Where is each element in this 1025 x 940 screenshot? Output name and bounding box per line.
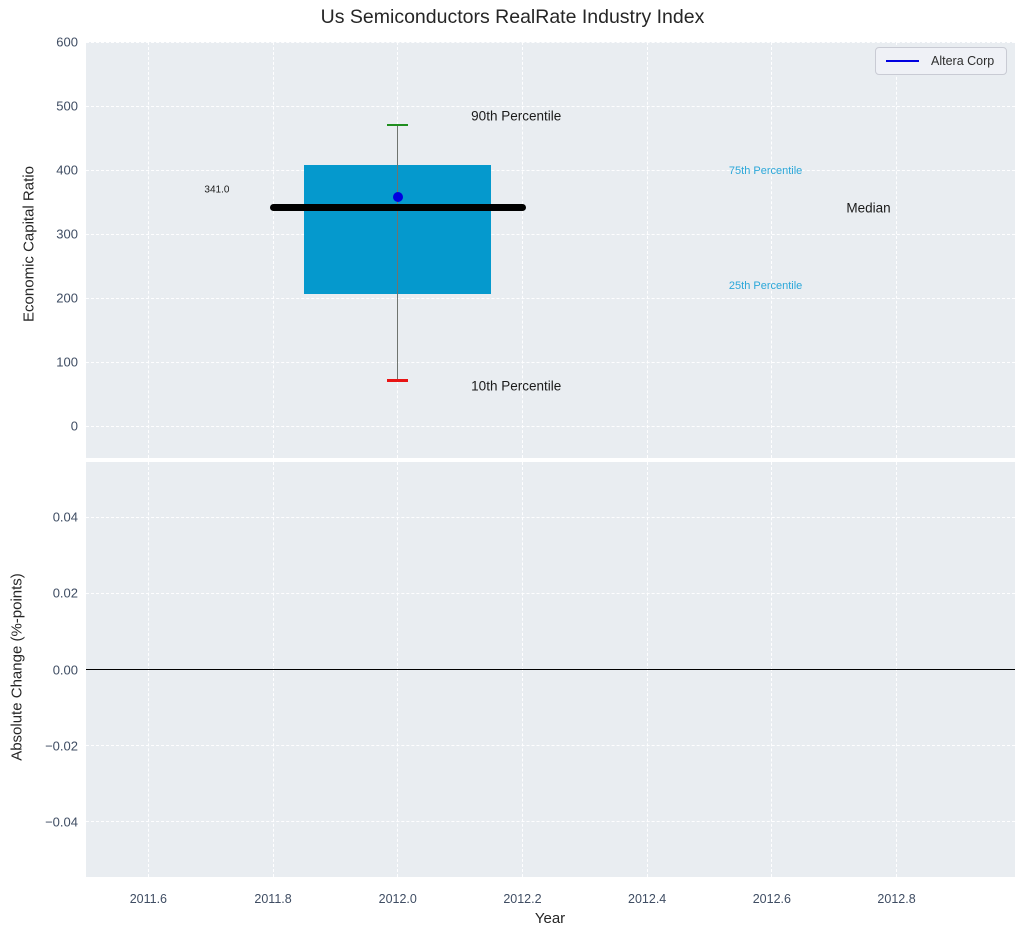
p10-cap	[387, 379, 409, 382]
x-axis-label: Year	[534, 910, 566, 927]
company-point	[392, 191, 403, 202]
median-line	[269, 204, 526, 212]
y-tick-label: −0.02	[45, 738, 78, 754]
y-tick-label: 0.04	[52, 509, 78, 525]
x-tick-label: 2011.8	[254, 892, 292, 906]
p90-cap	[387, 123, 409, 127]
annotation-25th-percentile: 25th Percentile	[728, 280, 803, 293]
gridline-v	[646, 42, 648, 458]
gridline-h	[86, 233, 1015, 235]
gridline-h	[86, 745, 1015, 747]
gridline-h	[86, 105, 1015, 107]
annotation-90th-percentile: 90th Percentile	[471, 108, 562, 124]
legend: Altera Corp	[875, 47, 1007, 75]
y-tick-label: 0	[70, 418, 78, 434]
whisker-line	[397, 125, 399, 381]
legend-label: Altera Corp	[931, 54, 995, 68]
top-plot-area	[86, 42, 1015, 458]
y-tick-label: 200	[56, 290, 78, 306]
gridline-h	[86, 821, 1015, 823]
y-tick-label: 0.02	[52, 585, 78, 601]
y-tick-label: 300	[56, 226, 78, 242]
x-tick-label: 2012.0	[378, 892, 417, 906]
gridline-h	[86, 169, 1015, 171]
y-tick-label: 500	[56, 98, 78, 114]
annotation-75th-percentile: 75th Percentile	[728, 164, 803, 177]
gridline-h	[86, 516, 1015, 518]
gridline-h	[86, 425, 1015, 427]
gridline-h	[86, 592, 1015, 594]
y-tick-label: 400	[56, 162, 78, 178]
y-tick-label: 100	[56, 354, 78, 370]
annotation-341-0: 341.0	[204, 184, 230, 196]
gridline-h	[86, 297, 1015, 299]
annotation-10th-percentile: 10th Percentile	[471, 378, 562, 394]
chart-title: Us Semiconductors RealRate Industry Inde…	[320, 6, 705, 28]
gridline-v	[272, 42, 274, 458]
bottom-y-axis-label: Absolute Change (%-points)	[8, 573, 26, 761]
gridline-h	[86, 361, 1015, 363]
top-y-axis-label: Economic Capital Ratio	[20, 166, 38, 322]
y-tick-label: 600	[56, 34, 78, 50]
x-tick-label: 2012.4	[628, 892, 667, 906]
gridline-h	[86, 41, 1015, 43]
gridline-v	[521, 42, 523, 458]
y-tick-label: −0.04	[45, 814, 78, 830]
zero-line	[86, 668, 1015, 671]
x-tick-label: 2011.6	[129, 892, 167, 906]
x-tick-label: 2012.6	[752, 892, 791, 906]
legend-line-icon	[886, 59, 919, 63]
x-tick-label: 2012.2	[503, 892, 542, 906]
x-tick-label: 2012.8	[877, 892, 916, 906]
gridline-v	[771, 42, 773, 458]
gridline-v	[896, 42, 898, 458]
annotation-median: Median	[846, 200, 891, 216]
y-tick-label: 0.00	[52, 662, 78, 677]
gridline-v	[147, 42, 149, 458]
